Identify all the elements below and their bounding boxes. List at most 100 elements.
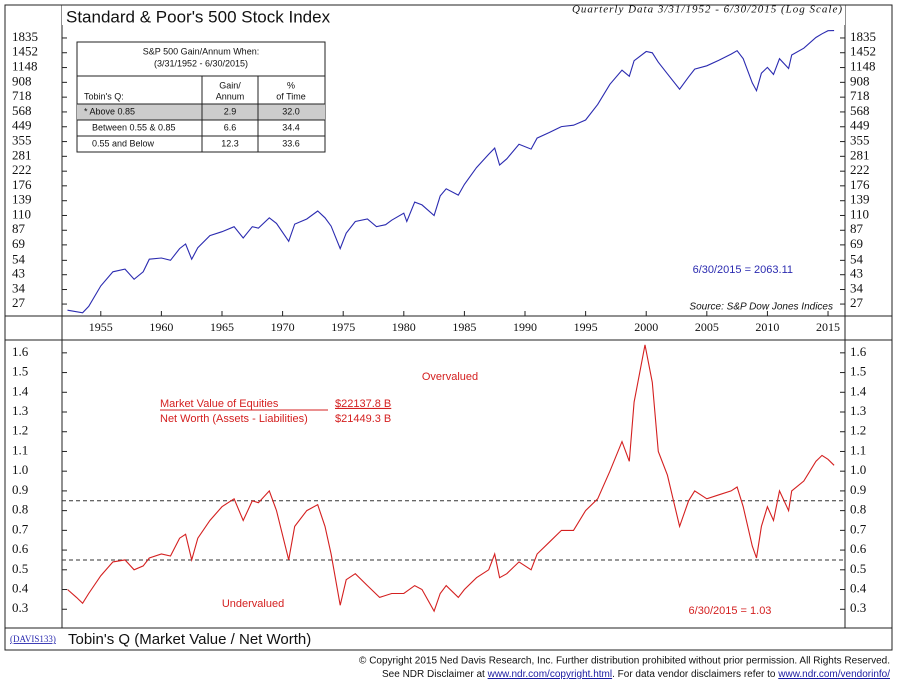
source: Source: S&P Dow Jones Indices (689, 302, 833, 313)
table-cell: 2.9 (224, 106, 237, 116)
table-header: Tobin's Q: (84, 91, 124, 101)
y-tick-label: 568 (12, 103, 32, 118)
y-tick-label: 0.8 (12, 502, 28, 517)
y-tick-label: 1452 (850, 44, 876, 59)
table-header: of Time (276, 91, 306, 101)
table-header: % (287, 80, 295, 90)
title-band (62, 5, 845, 25)
legend-label: Market Value of Equities (160, 398, 279, 410)
y-tick-label: 0.5 (850, 561, 866, 576)
annotation: Overvalued (422, 371, 478, 383)
y-tick-label: 0.6 (12, 541, 29, 556)
legend-value: $21449.3 B (335, 413, 391, 425)
table-cell: 32.0 (282, 106, 300, 116)
table-cell: 34.4 (282, 122, 300, 132)
x-tick-label: 2000 (634, 320, 658, 334)
data-line (67, 30, 835, 314)
y-tick-label: 1835 (850, 29, 876, 44)
y-tick-label: 0.4 (850, 581, 867, 596)
table-cell: Between 0.55 & 0.85 (92, 122, 176, 132)
y-tick-label: 110 (12, 206, 31, 221)
legend-label: Net Worth (Assets - Liabilities) (160, 413, 308, 425)
legend-value: $22137.8 B (335, 398, 391, 410)
y-tick-label: 176 (850, 177, 870, 192)
y-tick-label: 27 (850, 295, 864, 310)
table-title: S&P 500 Gain/Annum When: (143, 46, 259, 56)
y-tick-label: 87 (12, 221, 26, 236)
y-tick-label: 222 (850, 162, 870, 177)
data-line (67, 344, 835, 613)
y-tick-label: 34 (850, 281, 864, 296)
footer-link[interactable]: www.ndr.com/copyright.html (487, 669, 613, 680)
footer: See NDR Disclaimer at www.ndr.com/copyri… (382, 669, 890, 680)
x-tick-label: 2015 (816, 320, 840, 334)
y-tick-label: 1148 (12, 59, 38, 74)
y-tick-label: 1835 (12, 29, 38, 44)
y-tick-label: 139 (12, 192, 32, 207)
x-tick-label: 2010 (755, 320, 779, 334)
y-tick-label: 908 (850, 73, 870, 88)
y-tick-label: 355 (12, 133, 32, 148)
y-tick-label: 34 (12, 281, 26, 296)
x-tick-label: 2005 (695, 320, 719, 334)
y-tick-label: 1.3 (12, 403, 28, 418)
y-tick-label: 0.4 (12, 581, 29, 596)
y-tick-label: 54 (850, 251, 864, 266)
annotation: Undervalued (222, 598, 284, 610)
y-tick-label: 281 (850, 147, 870, 162)
y-tick-label: 0.5 (12, 561, 28, 576)
y-tick-label: 0.9 (850, 482, 866, 497)
y-tick-label: 1.5 (12, 364, 28, 379)
y-tick-label: 449 (850, 118, 870, 133)
chart-title: Tobin's Q (Market Value / Net Worth) (68, 631, 311, 648)
y-tick-label: 1148 (850, 59, 876, 74)
table-row-shade (77, 104, 325, 120)
y-tick-label: 1.1 (12, 442, 28, 457)
footer-link[interactable]: www.ndr.com/vendorinfo/ (777, 669, 890, 680)
y-tick-label: 908 (12, 73, 32, 88)
table-cell: 6.6 (224, 122, 237, 132)
y-tick-label: 0.6 (850, 541, 867, 556)
x-tick-label: 1965 (210, 320, 234, 334)
y-tick-label: 1.3 (850, 403, 866, 418)
y-tick-label: 449 (12, 118, 32, 133)
y-tick-label: 1.1 (850, 442, 866, 457)
y-tick-label: 718 (12, 88, 32, 103)
footer-text: See NDR Disclaimer at (382, 669, 488, 680)
y-tick-label: 0.7 (850, 521, 867, 536)
y-tick-label: 69 (850, 236, 863, 251)
y-tick-label: 1.2 (850, 423, 866, 438)
y-tick-label: 0.7 (12, 521, 29, 536)
y-tick-label: 0.8 (850, 502, 866, 517)
y-tick-label: 0.3 (850, 600, 866, 615)
stats-table: S&P 500 Gain/Annum When: (3/31/1952 - 6/… (76, 41, 326, 153)
table-cell: 33.6 (282, 138, 300, 148)
y-tick-label: 43 (12, 266, 25, 281)
y-tick-label: 1.6 (850, 344, 867, 359)
chart-label: (DAVIS133) (10, 634, 56, 644)
y-tick-label: 54 (12, 251, 26, 266)
chart-subtitle: Quarterly Data 3/31/1952 - 6/30/2015 (Lo… (572, 4, 843, 16)
y-tick-label: 1.6 (12, 344, 29, 359)
x-tick-label: 1980 (392, 320, 416, 334)
y-tick-label: 0.9 (12, 482, 28, 497)
annotation: 6/30/2015 = 2063.11 (693, 264, 793, 276)
y-tick-label: 87 (850, 221, 864, 236)
table-cell: 12.3 (221, 138, 239, 148)
y-tick-label: 1.5 (850, 364, 866, 379)
footer-text: . For data vendor disclaimers refer to (612, 669, 778, 680)
y-tick-label: 1.0 (12, 462, 28, 477)
y-tick-label: 69 (12, 236, 25, 251)
y-tick-label: 0.3 (12, 600, 28, 615)
y-tick-label: 222 (12, 162, 32, 177)
x-tick-label: 1960 (149, 320, 173, 334)
y-tick-label: 1.4 (12, 383, 29, 398)
y-tick-label: 1.2 (12, 423, 28, 438)
y-tick-label: 27 (12, 295, 26, 310)
y-tick-label: 1.4 (850, 383, 867, 398)
x-tick-label: 1955 (89, 320, 113, 334)
table-title: (3/31/1952 - 6/30/2015) (154, 58, 248, 68)
x-tick-label: 1985 (452, 320, 476, 334)
y-tick-label: 355 (850, 133, 870, 148)
